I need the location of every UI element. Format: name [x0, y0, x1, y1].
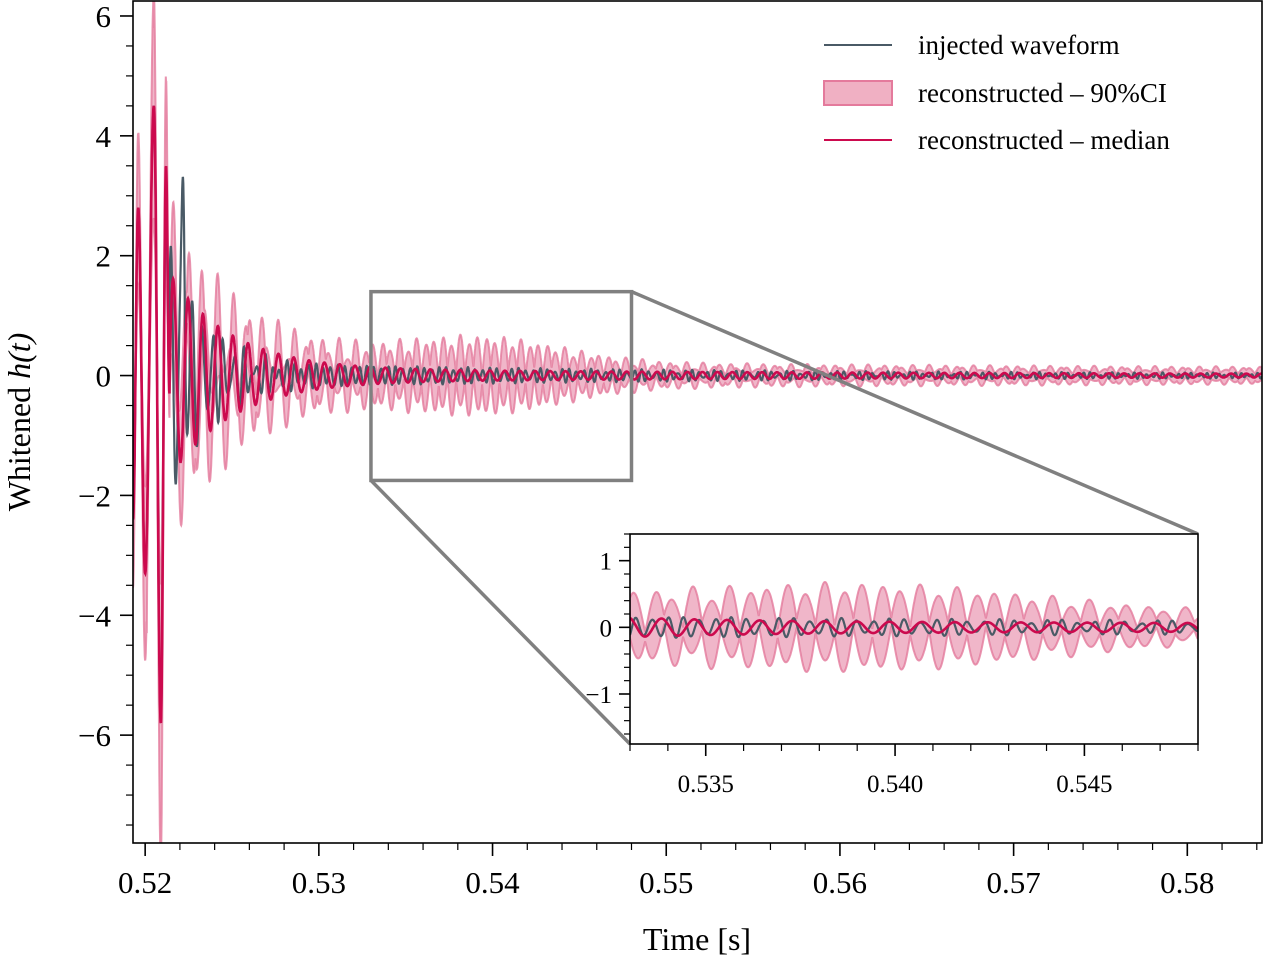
- x-tick-label: 0.57: [986, 865, 1040, 900]
- inset-y-tick-label: 1: [600, 549, 613, 576]
- y-axis-label: Whitened h(t): [1, 333, 37, 512]
- y-tick-label: 6: [96, 0, 112, 34]
- legend: injected waveform reconstructed – 90%CI …: [823, 30, 1170, 155]
- zoom-indicator: [369, 289, 1199, 746]
- inset-y-axis: 1 0 −1: [585, 533, 630, 735]
- inset-x-tick-label: 0.535: [678, 771, 734, 798]
- main-x-axis: 0.52 0.53 0.54 0.55 0.56 0.57 0.58: [118, 843, 1258, 900]
- inset-x-tick-label: 0.545: [1056, 771, 1112, 798]
- y-tick-label: 0: [96, 359, 112, 394]
- zoom-connector-top: [630, 290, 1199, 536]
- y-axis-label-prefix: Whitened: [1, 379, 37, 511]
- y-tick-label: 2: [96, 239, 112, 274]
- legend-label-injected: injected waveform: [918, 30, 1120, 60]
- x-tick-label: 0.53: [292, 865, 346, 900]
- inset-y-tick-label: −1: [585, 682, 612, 709]
- inset-y-tick-label: 0: [600, 615, 613, 642]
- zoom-connector-bottom: [369, 479, 632, 746]
- y-tick-label: −2: [78, 478, 111, 513]
- legend-swatch-ci: [823, 80, 893, 106]
- legend-label-ci: reconstructed – 90%CI: [918, 78, 1167, 108]
- x-axis-label: Time [s]: [643, 921, 751, 957]
- inset-median-line: [630, 616, 1198, 638]
- x-tick-label: 0.56: [813, 865, 867, 900]
- main-plot-area: 0.52 0.53 0.54 0.55 0.56 0.57 0.58 6 4 2 0 −2 −4 −6: [78, 0, 1263, 900]
- y-axis-label-math: h(t): [1, 333, 37, 379]
- x-tick-label: 0.54: [465, 865, 520, 900]
- inset-injected-line: [630, 616, 1198, 639]
- x-tick-label: 0.52: [118, 865, 172, 900]
- inset-x-tick-label: 0.540: [867, 771, 923, 798]
- main-axes-frame: [132, 0, 1263, 844]
- main-median-line: [133, 105, 1262, 724]
- x-tick-label: 0.58: [1160, 865, 1214, 900]
- legend-label-median: reconstructed – median: [918, 125, 1170, 155]
- y-tick-label: 4: [96, 119, 112, 154]
- inset-axes-frame: [629, 533, 1199, 745]
- main-y-axis: 6 4 2 0 −2 −4 −6: [78, 0, 133, 826]
- inset-x-axis: 0.535 0.540 0.545: [629, 744, 1199, 798]
- x-tick-label: 0.55: [639, 865, 693, 900]
- zoom-region-box: [369, 289, 634, 483]
- inset-plot-area: 0.535 0.540 0.545 1 0 −1: [585, 533, 1199, 798]
- y-tick-label: −4: [78, 598, 111, 633]
- y-tick-label: −6: [78, 718, 111, 753]
